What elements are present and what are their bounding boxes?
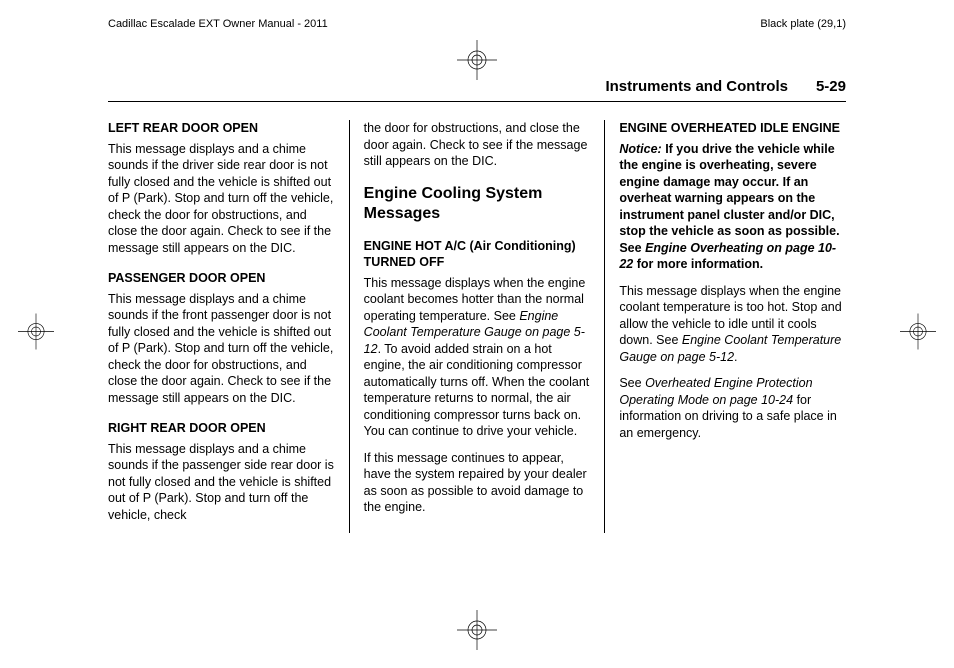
notice-text: If you drive the vehicle while the engin… [619,142,839,255]
plate-info: Black plate (29,1) [760,18,846,30]
column-2: the door for obstructions, and close the… [349,120,605,533]
section-title: Instruments and Controls [605,78,788,95]
msg-title-engine-overheated: ENGINE OVERHEATED IDLE ENGINE [619,120,846,137]
msg-title-right-rear-door: RIGHT REAR DOOR OPEN [108,420,335,437]
body-text: This message displays and a chime sounds… [108,441,335,524]
registration-mark-right [900,314,936,355]
text-run: . [734,350,737,364]
section-heading-engine-cooling: Engine Cooling System Messages [364,184,591,224]
msg-title-passenger-door: PASSENGER DOOR OPEN [108,270,335,287]
msg-title-engine-hot-ac: ENGINE HOT A/C (Air Conditioning) TURNED… [364,238,591,271]
body-text: This message displays when the engine co… [619,283,846,366]
page-number: 5-29 [816,78,846,95]
text-columns: LEFT REAR DOOR OPEN This message display… [108,120,846,533]
notice-text: for more information. [633,257,763,271]
registration-mark-bottom [457,610,497,650]
registration-mark-left [18,314,54,355]
column-3: ENGINE OVERHEATED IDLE ENGINE Notice: If… [604,120,846,533]
text-run: See [619,376,645,390]
body-text: This message displays and a chime sounds… [108,141,335,257]
print-header: Cadillac Escalade EXT Owner Manual - 201… [108,18,846,30]
body-text: See Overheated Engine Protection Operati… [619,375,846,441]
cross-reference: Overheated Engine Protection Operating M… [619,376,812,407]
registration-mark-top [457,40,497,80]
msg-title-left-rear-door: LEFT REAR DOOR OPEN [108,120,335,137]
text-run: . To avoid added strain on a hot engine,… [364,342,590,439]
manual-title: Cadillac Escalade EXT Owner Manual - 201… [108,18,328,30]
body-text: This message displays when the engine co… [364,275,591,440]
page-body: Instruments and Controls 5-29 LEFT REAR … [108,78,846,608]
body-text-continuation: the door for obstructions, and close the… [364,120,591,170]
column-1: LEFT REAR DOOR OPEN This message display… [108,120,349,533]
notice-block: Notice: If you drive the vehicle while t… [619,141,846,273]
running-header: Instruments and Controls 5-29 [108,78,846,102]
body-text: This message displays and a chime sounds… [108,291,335,407]
body-text: If this message continues to appear, hav… [364,450,591,516]
notice-label: Notice: [619,142,661,156]
